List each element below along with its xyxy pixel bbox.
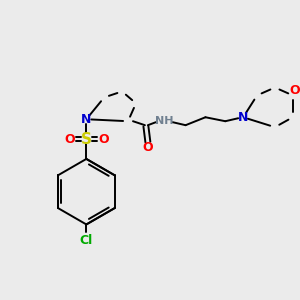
Text: N: N xyxy=(238,111,248,124)
Text: O: O xyxy=(64,133,75,146)
Text: Cl: Cl xyxy=(80,234,93,247)
Text: O: O xyxy=(142,140,153,154)
Text: S: S xyxy=(81,132,92,147)
Text: O: O xyxy=(98,133,109,146)
Text: NH: NH xyxy=(154,116,173,126)
Text: N: N xyxy=(81,113,92,126)
Text: O: O xyxy=(290,84,300,97)
